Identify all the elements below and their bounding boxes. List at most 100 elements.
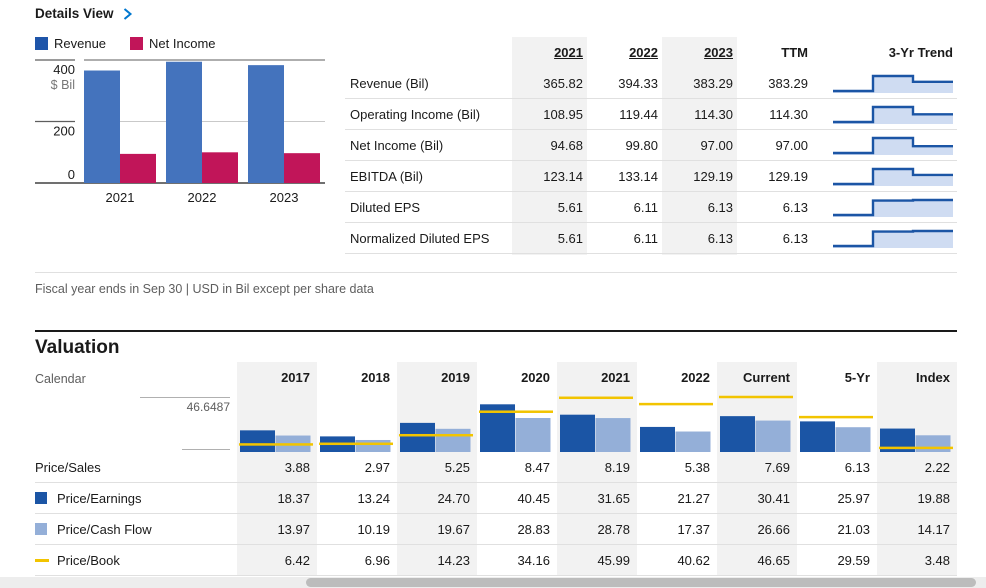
val-cell: 2.97 (364, 459, 390, 475)
val-col-shade-2017 (237, 362, 317, 575)
val-col-shade-index (877, 362, 957, 575)
series-swatch-square-icon (35, 523, 47, 535)
val-cell: 19.67 (437, 521, 470, 537)
val-cell: 8.19 (604, 459, 630, 475)
val-col-header-2017: 2017 (281, 370, 310, 385)
val-col-shade-2019 (397, 362, 477, 575)
val-cell: 6.42 (284, 552, 310, 568)
revenue-bar-2021 (84, 70, 120, 183)
trend-sparkline (833, 74, 953, 93)
fin-cell: 6.13 (707, 230, 733, 246)
valuation-header-row: 2017 2018 2019 2020 2021 2022 Current 5-Yr Index (237, 362, 957, 393)
val-col-header-2019: 2019 (441, 370, 470, 385)
val-cell: 29.59 (837, 552, 870, 568)
valuation-chart-column-2020 (479, 404, 553, 452)
fin-cell: 97.00 (775, 137, 808, 153)
section-divider (35, 330, 957, 332)
revenue-net-income-chart: 400$ Bil 200 0 2021 2022 2023 (35, 59, 325, 205)
chart-legend: Revenue Net Income (35, 36, 216, 51)
horizontal-scrollbar-track[interactable] (0, 577, 986, 588)
net-income-bar-2021 (120, 153, 156, 183)
val-col-header-2021: 2021 (601, 370, 630, 385)
fin-trend-cell (832, 197, 957, 218)
fin-col-header-2023[interactable]: 2023 (704, 44, 733, 60)
val-cell: 26.66 (757, 521, 790, 537)
fin-cell: 365.82 (543, 75, 583, 91)
legend-label: Net Income (149, 36, 216, 51)
valuation-chart-column-2019 (399, 422, 473, 452)
fin-cell: 129.19 (693, 168, 733, 184)
fin-cell: 5.61 (557, 199, 583, 215)
calendar-label: Calendar (35, 372, 86, 386)
fin-cell: 6.11 (633, 199, 658, 215)
horizontal-scrollbar-thumb[interactable] (306, 578, 976, 587)
fin-row-label: Revenue (Bil) (350, 75, 429, 91)
valuation-chart-column-current (719, 395, 793, 452)
fin-table-row: Diluted EPS 5.61 6.11 6.13 6.13 (345, 192, 957, 223)
fin-cell: 119.44 (619, 106, 658, 122)
fin-trend-cell (832, 135, 957, 156)
fin-col-header-2021[interactable]: 2021 (554, 44, 583, 60)
fin-cell: 99.80 (625, 137, 658, 153)
val-col-header-index: Index (916, 370, 950, 385)
x-axis-label: 2021 (106, 190, 135, 205)
fin-row-label: Net Income (Bil) (350, 137, 444, 153)
fin-cell: 94.68 (550, 137, 583, 153)
val-cell: 5.38 (684, 459, 710, 475)
val-cell: 31.65 (597, 490, 630, 506)
trend-sparkline (833, 167, 953, 186)
fin-col-header-trend: 3-Yr Trend (888, 44, 953, 60)
val-cell: 14.17 (917, 521, 950, 537)
val-cell: 46.65 (757, 552, 790, 568)
fin-cell: 129.19 (768, 168, 808, 184)
valuation-row: Price/Cash Flow 13.97 10.19 19.67 28.83 28.78… (35, 514, 957, 545)
fin-row-label: EBITDA (Bil) (350, 168, 423, 184)
series-swatch-dash-icon (35, 558, 49, 562)
fin-table-row: Revenue (Bil) 365.82 394.33 383.29 383.29 (345, 68, 957, 99)
fin-trend-cell (832, 166, 957, 187)
fin-cell: 5.61 (557, 230, 583, 246)
fin-cell: 383.29 (768, 75, 808, 91)
fin-trend-cell (832, 73, 957, 94)
val-cell: 13.24 (357, 490, 390, 506)
val-cell: 6.96 (364, 552, 390, 568)
fin-cell: 114.30 (694, 106, 733, 122)
val-row-label: Price/Cash Flow (57, 521, 152, 537)
val-cell: 21.03 (837, 521, 870, 537)
valuation-chart-column-2018 (319, 436, 393, 452)
valuation-chart-column-2022 (639, 402, 713, 452)
valuation-title: Valuation (35, 337, 120, 358)
fin-trend-cell (832, 228, 957, 249)
fin-table-row: Net Income (Bil) 94.68 99.80 97.00 97.00 (345, 130, 957, 161)
val-cell: 25.97 (837, 490, 870, 506)
legend-swatch-icon (35, 37, 48, 50)
fin-cell: 6.11 (633, 230, 658, 246)
val-cell: 30.41 (757, 490, 790, 506)
fin-col-header-2022[interactable]: 2022 (629, 44, 658, 60)
fin-cell: 6.13 (782, 199, 808, 215)
fin-cell: 133.14 (618, 168, 658, 184)
legend-item-revenue: Revenue (35, 36, 106, 51)
fin-table-header: 2021 2022 2023 TTM 3-Yr Trend (345, 37, 957, 67)
fin-cell: 6.13 (782, 230, 808, 246)
val-cell: 2.22 (924, 459, 950, 475)
val-cell: 40.62 (677, 552, 710, 568)
fin-cell: 123.14 (543, 168, 583, 184)
fin-col-shade-2021 (512, 37, 587, 255)
svg-text:0: 0 (68, 167, 75, 182)
chevron-right-icon (122, 7, 133, 21)
details-view-link[interactable]: Details View (35, 6, 133, 21)
fin-trend-cell (832, 104, 957, 125)
val-row-label-cell: Price/Cash Flow (35, 522, 237, 537)
fin-col-shade-2023 (662, 37, 737, 255)
valuation-chart-column-5-yr (799, 415, 873, 452)
val-col-header-2020: 2020 (521, 370, 550, 385)
svg-text:400: 400 (53, 62, 75, 77)
legend-swatch-icon (130, 37, 144, 50)
legend-label: Revenue (54, 36, 107, 51)
x-axis-label: 2022 (188, 190, 217, 205)
val-col-header-2018: 2018 (361, 370, 390, 385)
trend-sparkline (833, 105, 953, 124)
series-swatch-square-icon (35, 492, 47, 504)
net-income-bar-2023 (284, 153, 320, 183)
